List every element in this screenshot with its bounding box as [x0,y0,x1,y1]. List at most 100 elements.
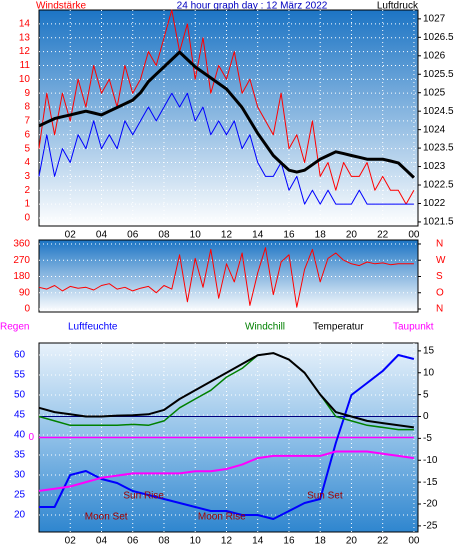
x-tick-label: 22 [377,230,389,241]
y2-tick-label: W [436,255,446,266]
y-label: Windstärke [36,1,86,12]
y2-tick-label: 1024 [423,124,446,135]
annotation: Sun Set [307,491,343,502]
series-line [38,247,414,308]
y2-tick-label: -5 [423,433,432,444]
y-tick-label: 0 [24,213,30,224]
plot-area [38,9,419,227]
y-tick-label: 45 [14,410,26,421]
x-tick-label: 16 [283,536,295,547]
y-tick-label: 90 [19,287,31,298]
x-tick-label: 20 [346,230,358,241]
x-tick-label: 06 [127,536,139,547]
x-tick-label: 10 [190,230,202,241]
y-tick-label: 11 [20,60,31,71]
series-line [38,450,415,492]
y-tick-label: 2 [24,185,30,196]
series-line [38,92,414,205]
x-tick-label: 06 [127,230,139,241]
x-tick-label: 00 [408,230,420,241]
legend-entry: Temperatur [313,322,364,333]
x-tick-label: 18 [315,230,327,241]
y2-label: Luftdruck [377,1,419,12]
y-tick-label: 4 [24,157,30,168]
y2-tick-label: 1026 [423,50,446,61]
y-tick-label: 360 [13,239,30,250]
series-line [38,352,415,429]
y-tick-label: 12 [19,46,31,57]
y2-tick-label: 1024.5 [423,106,454,117]
x-tick-label: 04 [96,536,108,547]
y-tick-label: 55 [14,370,26,381]
y2-tick-label: 15 [423,346,435,357]
legend-entry: Luftfeuchte [68,322,118,333]
y-tick-label: 1 [24,199,30,210]
y2-tick-label: 1022 [423,198,446,209]
x-tick-label: 02 [65,536,77,547]
y2-tick-label: -10 [423,455,438,466]
x-tick-label: 00 [408,536,420,547]
y-tick-label: 13 [19,32,31,43]
y2-tick-label: N [436,304,443,315]
x-tick-label: 08 [158,536,170,547]
x-tick-label: 18 [315,536,327,547]
x-tick-label: 04 [96,230,108,241]
chart-title: 24 hour graph day : 12 März 2022 [177,1,328,12]
y2-tick-label: 1027 [423,14,446,25]
y2-tick-label: 1026.5 [423,32,454,43]
y-tick-label: 0 [24,304,30,315]
x-tick-label: 02 [65,230,77,241]
y2-tick-label: S [436,271,443,282]
y-tick-label: 8 [24,102,30,113]
series-line [38,9,415,205]
y-tick-label: 5 [24,143,30,154]
y2-tick-label: 1025 [423,87,446,98]
x-tick-label: 12 [221,230,233,241]
series-line [39,354,415,520]
legend-entry: Regen [0,322,29,333]
y-tick-label: 7 [24,116,30,127]
y2-tick-label: 1023.5 [423,143,454,154]
y-tick-label: 30 [14,470,26,481]
y-tick-label: 9 [24,88,30,99]
annotation: Sun Rise [123,491,164,502]
y2-tick-label: 1021.5 [423,217,454,228]
y-tick-label: 14 [19,19,31,30]
x-tick-label: 14 [252,536,264,547]
y3-tick-label: 0 [28,432,34,443]
legend-entry: Windchill [245,322,285,333]
series-line [38,352,414,431]
legend-entry: Taupunkt [393,322,434,333]
y-tick-label: 10 [19,74,31,85]
y-tick-label: 180 [13,271,30,282]
y2-tick-label: 1022.5 [423,180,454,191]
y-tick-label: 6 [24,129,30,140]
x-tick-label: 16 [283,230,295,241]
plot-area [38,239,419,313]
y-tick-label: 25 [14,490,26,501]
y-tick-label: 20 [14,510,26,521]
y2-tick-label: 5 [423,389,429,400]
y2-tick-label: 1025.5 [423,69,454,80]
y-tick-label: 40 [14,430,26,441]
x-tick-label: 20 [346,536,358,547]
y2-tick-label: N [436,239,443,250]
y2-tick-label: -25 [423,521,438,532]
y2-tick-label: -15 [423,477,438,488]
x-tick-label: 14 [252,230,264,241]
y-tick-label: 50 [14,390,26,401]
y-tick-label: 3 [24,171,30,182]
y-tick-label: 270 [13,255,30,266]
y2-tick-label: 10 [423,367,435,378]
x-tick-label: 12 [221,536,233,547]
x-tick-label: 10 [190,536,202,547]
y2-tick-label: 1023 [423,161,446,172]
annotation: Moon Rise [198,512,246,523]
y2-tick-label: 0 [423,411,429,422]
y-tick-label: 35 [14,450,26,461]
y2-tick-label: O [436,287,444,298]
annotation: Moon Set [85,512,128,523]
series-line [38,50,415,179]
y2-tick-label: -20 [423,499,438,510]
